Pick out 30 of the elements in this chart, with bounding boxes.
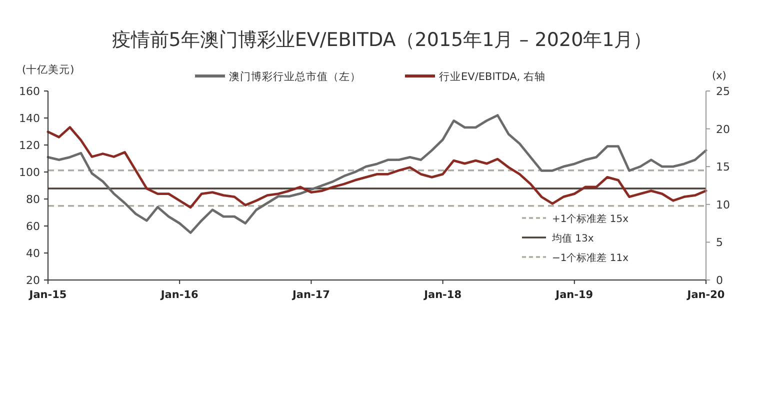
legend-label: 行业EV/EBITDA, 右轴 bbox=[439, 70, 546, 83]
y2-tick-label: 25 bbox=[716, 85, 730, 98]
y-tick-label: 140 bbox=[19, 112, 40, 125]
y2-tick-label: 0 bbox=[716, 274, 723, 287]
x-tick-label: Jan-18 bbox=[423, 289, 462, 301]
y-tick-label: 20 bbox=[26, 274, 40, 287]
y-tick-label: 60 bbox=[26, 220, 40, 233]
line-series bbox=[46, 114, 708, 234]
y-tick-label: 160 bbox=[19, 85, 40, 98]
y-axis-title: (十亿美元) bbox=[22, 63, 74, 76]
y-tick-label: 120 bbox=[19, 139, 40, 152]
x-tick-label: Jan-15 bbox=[28, 289, 67, 301]
legend-label: 均值 13x bbox=[551, 232, 594, 244]
y-tick-label: 100 bbox=[19, 166, 40, 179]
y-tick-label: 80 bbox=[26, 193, 40, 206]
legend-label: +1个标准差 15x bbox=[552, 213, 629, 225]
y2-tick-label: 15 bbox=[716, 160, 730, 174]
legend-label: −1个标准差 11x bbox=[552, 252, 629, 264]
x-tick-label: Jan-20 bbox=[686, 289, 725, 301]
y-tick-label: 40 bbox=[26, 247, 40, 260]
line-series bbox=[46, 126, 708, 209]
x-tick-label: Jan-17 bbox=[291, 289, 330, 301]
y2-tick-label: 10 bbox=[716, 198, 730, 212]
x-tick-label: Jan-19 bbox=[554, 289, 594, 301]
chart-title: 疫情前5年澳门博彩业EV/EBITDA（2015年1月 – 2020年1月） bbox=[112, 29, 652, 51]
y2-tick-label: 5 bbox=[716, 236, 723, 250]
x-tick-label: Jan-16 bbox=[160, 289, 198, 301]
legend-label: 澳门博彩行业总市值（左） bbox=[229, 70, 361, 83]
y2-tick-label: 20 bbox=[716, 122, 730, 136]
y2-axis-title: (x) bbox=[712, 70, 726, 82]
